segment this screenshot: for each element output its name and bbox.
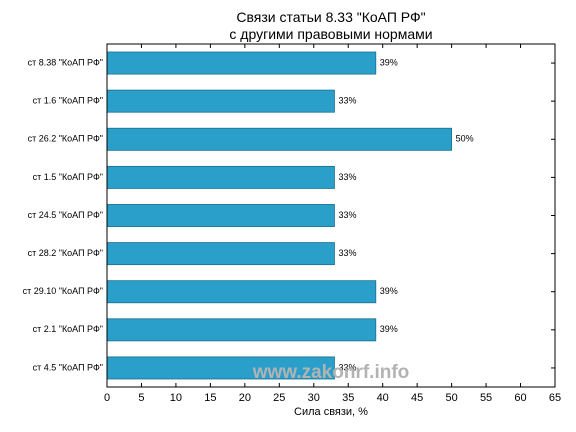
x-tick-label: 45 bbox=[411, 392, 423, 404]
category-label: ст 4.5 "КоАП РФ" bbox=[33, 362, 103, 372]
bar bbox=[106, 127, 453, 151]
bar bbox=[106, 242, 335, 266]
labels: 0 5 10 15 20 25 30 35 40 45 50 55 60 65 ст 8.38 "КоАП … bbox=[23, 57, 562, 404]
x-tick-label: 50 bbox=[445, 392, 457, 404]
x-tick-label: 5 bbox=[138, 392, 144, 404]
x-tick-label: 10 bbox=[170, 392, 182, 404]
value-label: 33% bbox=[338, 210, 356, 220]
x-axis-label: Сила связи, % bbox=[294, 406, 368, 418]
value-label: 39% bbox=[380, 286, 398, 296]
bar bbox=[106, 204, 335, 227]
category-label: ст 2.1 "КоАП РФ" bbox=[33, 324, 103, 334]
value-label: 39% bbox=[380, 324, 398, 334]
category-label: ст 29.10 "КоАП РФ" bbox=[23, 286, 103, 296]
x-tick-label: 30 bbox=[308, 392, 320, 404]
value-label: 33% bbox=[338, 362, 356, 372]
value-label: 33% bbox=[338, 96, 356, 106]
plot-area-frame bbox=[106, 43, 556, 388]
value-label: 50% bbox=[456, 134, 474, 144]
chart-title: Связи статьи 8.33 "КоАП РФ" bbox=[236, 9, 425, 25]
x-tick-label: 60 bbox=[514, 392, 526, 404]
value-label: 33% bbox=[338, 172, 356, 182]
category-label: ст 1.5 "КоАП РФ" bbox=[33, 172, 103, 182]
watermark: www.zakonrf.info bbox=[252, 362, 410, 383]
category-label: ст 24.5 "КоАП РФ" bbox=[28, 210, 103, 220]
chart-subtitle: с другими правовыми нормами bbox=[229, 26, 432, 42]
x-tick-label: 35 bbox=[342, 392, 354, 404]
value-label: 39% bbox=[380, 57, 398, 67]
bar bbox=[106, 318, 377, 342]
category-label: ст 26.2 "КоАП РФ" bbox=[28, 134, 103, 144]
x-tick-label: 40 bbox=[377, 392, 389, 404]
bar bbox=[106, 280, 377, 304]
x-tick-label: 55 bbox=[480, 392, 492, 404]
category-label: ст 28.2 "КоАП РФ" bbox=[28, 248, 103, 258]
x-tick-label: 65 bbox=[549, 392, 561, 404]
x-tick-label: 25 bbox=[273, 392, 285, 404]
x-tick-label: 20 bbox=[239, 392, 251, 404]
category-label: ст 1.6 "КоАП РФ" bbox=[33, 96, 103, 106]
bars bbox=[106, 51, 453, 380]
value-label: 33% bbox=[338, 248, 356, 258]
bar bbox=[106, 89, 335, 113]
x-tick-label: 0 bbox=[104, 392, 110, 404]
bar bbox=[106, 51, 377, 75]
bar bbox=[106, 165, 335, 189]
category-label: ст 8.38 "КоАП РФ" bbox=[28, 57, 103, 67]
x-tick-label: 15 bbox=[204, 392, 216, 404]
